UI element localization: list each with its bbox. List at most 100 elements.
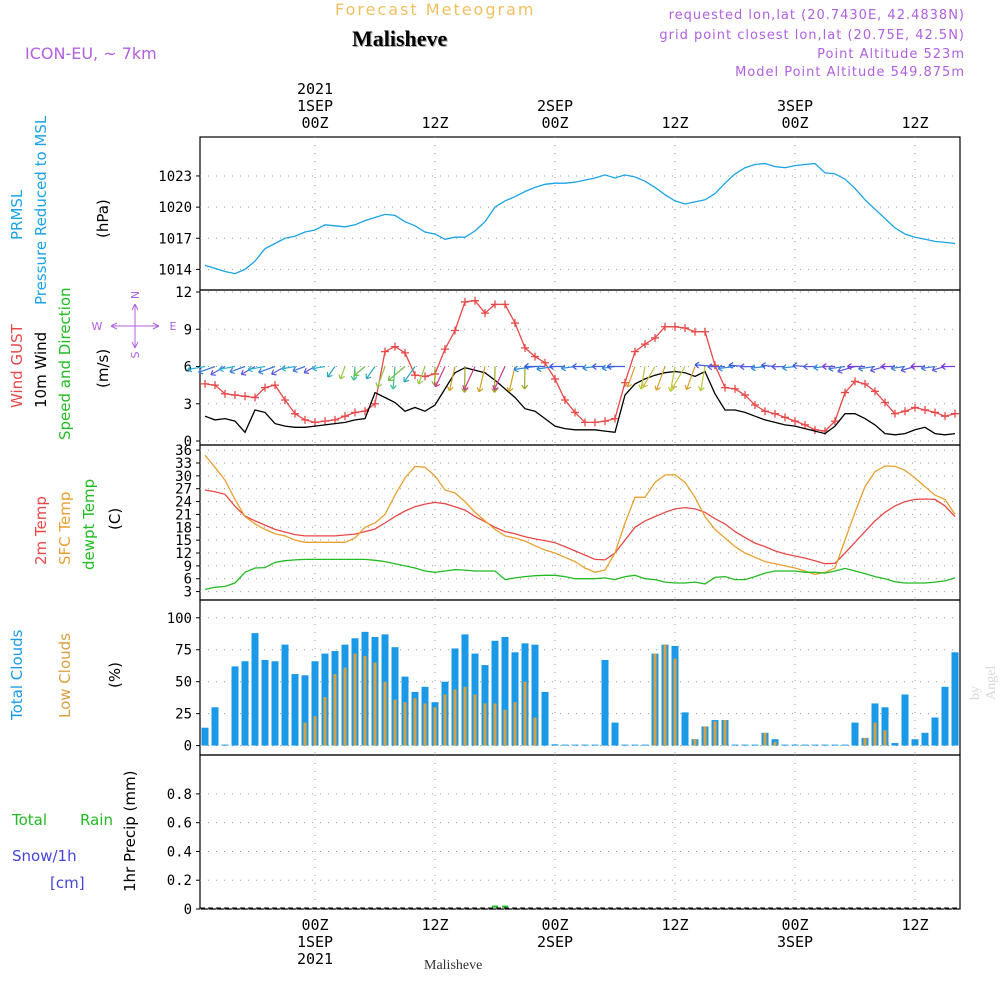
wind-direction-arrow: [492, 366, 506, 391]
y-tick-label: 0: [184, 434, 192, 450]
wind-direction-arrow: [591, 363, 605, 370]
top-time-label: 00Z: [781, 114, 808, 132]
total-cloud-bar: [611, 722, 619, 746]
y-tick-label: 1020: [158, 200, 192, 216]
wind-direction-arrow: [792, 362, 806, 370]
wind-direction-arrow: [506, 366, 516, 393]
wind-direction-arrow: [821, 363, 835, 370]
top-time-label: 00Z: [541, 114, 568, 132]
total-clouds-label: Total Clouds: [8, 629, 26, 721]
bottom-time-label: 1SEP: [297, 933, 333, 951]
y-tick-label: 12: [175, 285, 192, 301]
gust-marker: [951, 409, 959, 418]
total-cloud-bar: [601, 659, 609, 746]
top-time-label: 00Z: [301, 114, 328, 132]
y-tick-label: 21: [175, 507, 192, 523]
precip-unit: 1hr Precip (mm): [121, 771, 139, 892]
gust-marker: [371, 399, 379, 408]
low-cloud-bar: [883, 730, 887, 746]
wind-direction-arrow: [654, 366, 666, 391]
wind-direction-arrow: [403, 366, 416, 383]
gust-marker: [351, 408, 359, 417]
wind-direction-arrow: [292, 365, 306, 373]
top-time-label: 12Z: [421, 114, 448, 132]
low-cloud-bar: [393, 699, 397, 746]
total-cloud-bar: [591, 744, 599, 746]
y-tick-label: 12: [175, 546, 192, 562]
total-cloud-bar: [811, 744, 819, 746]
wind-direction-arrow: [803, 363, 816, 371]
gust-marker: [581, 418, 589, 427]
gust-marker: [701, 327, 709, 336]
temp-2m-label: 2m Temp: [32, 496, 50, 565]
bottom-time-label: 3SEP: [777, 933, 813, 951]
gust-marker: [881, 398, 889, 407]
gust-marker: [251, 393, 259, 402]
low-cloud-bar: [673, 658, 677, 746]
gust-marker: [341, 412, 349, 421]
gust-marker: [441, 345, 449, 354]
low-cloud-bar: [873, 722, 877, 746]
total-cloud-bar: [511, 652, 519, 746]
wind-gust-label: Wind GUST: [8, 323, 26, 408]
wind-direction-arrow: [671, 366, 686, 389]
y-tick-label: 6: [184, 360, 192, 376]
total-cloud-bar: [261, 659, 269, 746]
precip-legend-snow: Snow/1h: [12, 847, 77, 865]
gust-marker: [551, 374, 559, 383]
y-tick-label: 0.2: [167, 873, 192, 889]
total-cloud-bar: [911, 739, 919, 746]
y-tick-label: 0.6: [167, 816, 192, 832]
top-time-label: 3SEP: [777, 97, 813, 115]
gust-marker: [591, 418, 599, 427]
low-cloud-bar: [473, 694, 477, 746]
low-cloud-bar: [333, 674, 337, 746]
temp-sfc-label: SFC Temp: [56, 492, 74, 565]
total-cloud-bar: [891, 743, 899, 746]
wind-direction-arrow: [326, 366, 336, 378]
low-cloud-bar: [403, 702, 407, 746]
total-cloud-bar: [391, 647, 399, 746]
total-cloud-bar: [501, 636, 509, 746]
gust-marker: [531, 352, 539, 361]
low-cloud-bar: [703, 726, 707, 746]
gust-marker: [511, 319, 519, 328]
y-tick-label: 6: [184, 572, 192, 588]
y-tick-label: 27: [175, 482, 192, 498]
wind-direction-arrow: [717, 364, 736, 372]
gust-marker: [621, 378, 629, 387]
wind-direction-arrow: [606, 363, 625, 370]
total-cloud-bar: [271, 661, 279, 746]
wind-direction-arrow: [312, 364, 326, 372]
low-cloud-bar: [453, 689, 457, 746]
total-cloud-bar: [251, 633, 259, 746]
gust-marker: [841, 388, 849, 397]
precip-legend-unit: [cm]: [50, 874, 85, 892]
total-cloud-bar: [281, 644, 289, 746]
gust-marker: [941, 412, 949, 421]
precip-legend-rain: Rain: [80, 811, 113, 829]
requested-coordinates: requested lon,lat (20.7430E, 42.4838N): [668, 8, 965, 23]
total-cloud-bar: [531, 644, 539, 746]
pressure-label-long: Pressure Reduced to MSL: [32, 115, 50, 305]
gust-marker: [901, 407, 909, 416]
panel-precip: 0 0.2 0.4 0.6 0.8 1hr Precip (mm) Total RainSno…: [11, 754, 961, 918]
y-tick-label: 9: [184, 322, 192, 338]
y-tick-label: 0.4: [167, 844, 192, 860]
gust-marker: [921, 405, 929, 414]
total-cloud-bar: [951, 652, 959, 746]
series-line-2m-temp: [204, 489, 956, 565]
top-time-label: 1SEP: [297, 97, 333, 115]
low-cloud-bar: [373, 662, 377, 746]
bottom-time-label: 12Z: [901, 916, 928, 934]
low-cloud-bar: [533, 717, 537, 746]
gust-marker: [631, 347, 639, 356]
wind-direction-arrow: [625, 366, 636, 388]
gust-marker: [491, 300, 499, 309]
point-altitude: Point Altitude 523m: [817, 47, 965, 62]
total-cloud-bar: [551, 744, 559, 746]
series-line-wind-gust: [204, 300, 956, 432]
wind-direction-arrow: [684, 366, 696, 391]
gust-marker: [301, 415, 309, 424]
bottom-time-label: 00Z: [781, 916, 808, 934]
